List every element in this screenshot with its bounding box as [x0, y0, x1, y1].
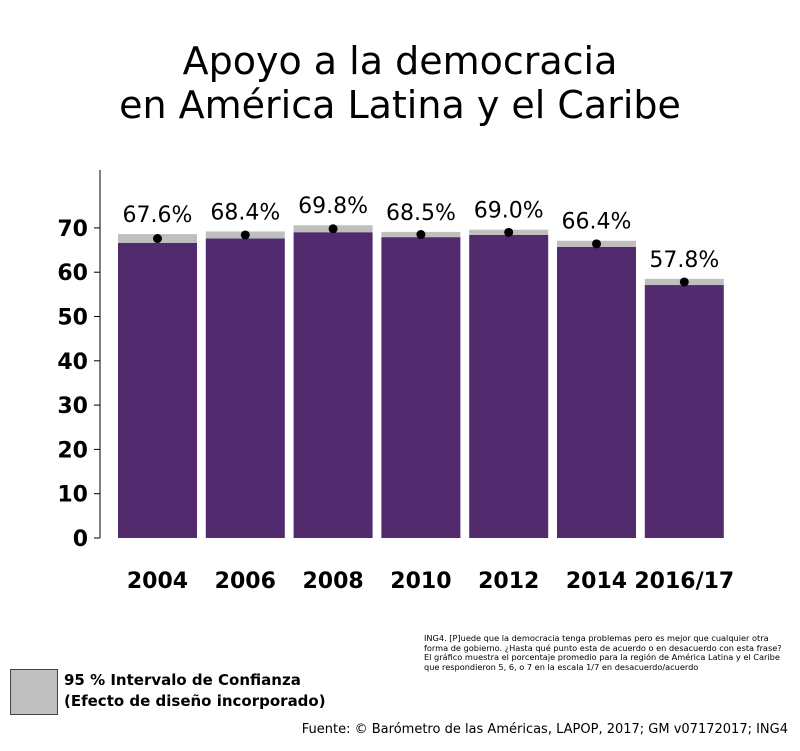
y-tick-label: 30 [57, 394, 88, 419]
y-tick-label: 40 [57, 350, 88, 375]
bar [557, 246, 636, 538]
data-point [240, 230, 250, 240]
x-tick-label: 2016/17 [634, 569, 734, 594]
value-label: 67.6% [123, 203, 193, 228]
bar [293, 232, 373, 538]
bar [381, 237, 461, 538]
x-tick-label: 2010 [390, 569, 451, 594]
legend-ci-sublabel: (Efecto de diseño incorporado) [64, 692, 326, 710]
legend-ci-swatch [10, 669, 58, 715]
value-label: 68.5% [386, 201, 456, 226]
source-credit: Fuente: © Barómetro de las Américas, LAP… [301, 722, 788, 737]
y-tick-label: 60 [57, 261, 88, 286]
x-tick-label: 2006 [215, 569, 276, 594]
y-tick-label: 0 [73, 527, 88, 552]
x-tick-label: 2014 [566, 569, 627, 594]
x-tick-label: 2012 [478, 569, 539, 594]
data-point [328, 224, 338, 234]
value-label: 69.8% [298, 194, 368, 219]
x-tick-label: 2008 [302, 569, 363, 594]
data-point [504, 227, 514, 237]
data-point [592, 239, 601, 249]
value-label: 68.4% [210, 200, 280, 225]
chart-title-line2: en América Latina y el Caribe [119, 83, 681, 127]
y-tick-label: 10 [57, 483, 88, 508]
x-tick-label: 2004 [127, 569, 188, 594]
chart-title-line1: Apoyo a la democracia [182, 39, 618, 83]
data-point [416, 230, 426, 240]
bar [205, 238, 285, 539]
data-point [153, 234, 162, 244]
y-tick-label: 20 [57, 438, 88, 463]
bar [469, 234, 549, 538]
value-label: 57.8% [649, 248, 719, 273]
bar [118, 242, 197, 538]
y-tick-label: 50 [57, 306, 88, 331]
y-tick-label: 70 [57, 217, 88, 242]
bar [644, 285, 724, 538]
question-note: ING4. [P]uede que la democracia tenga pr… [424, 633, 782, 672]
value-label: 69.0% [474, 199, 544, 224]
value-label: 66.4% [562, 210, 632, 235]
data-point [679, 277, 689, 287]
legend-ci-label: 95 % Intervalo de Confianza [64, 671, 301, 689]
